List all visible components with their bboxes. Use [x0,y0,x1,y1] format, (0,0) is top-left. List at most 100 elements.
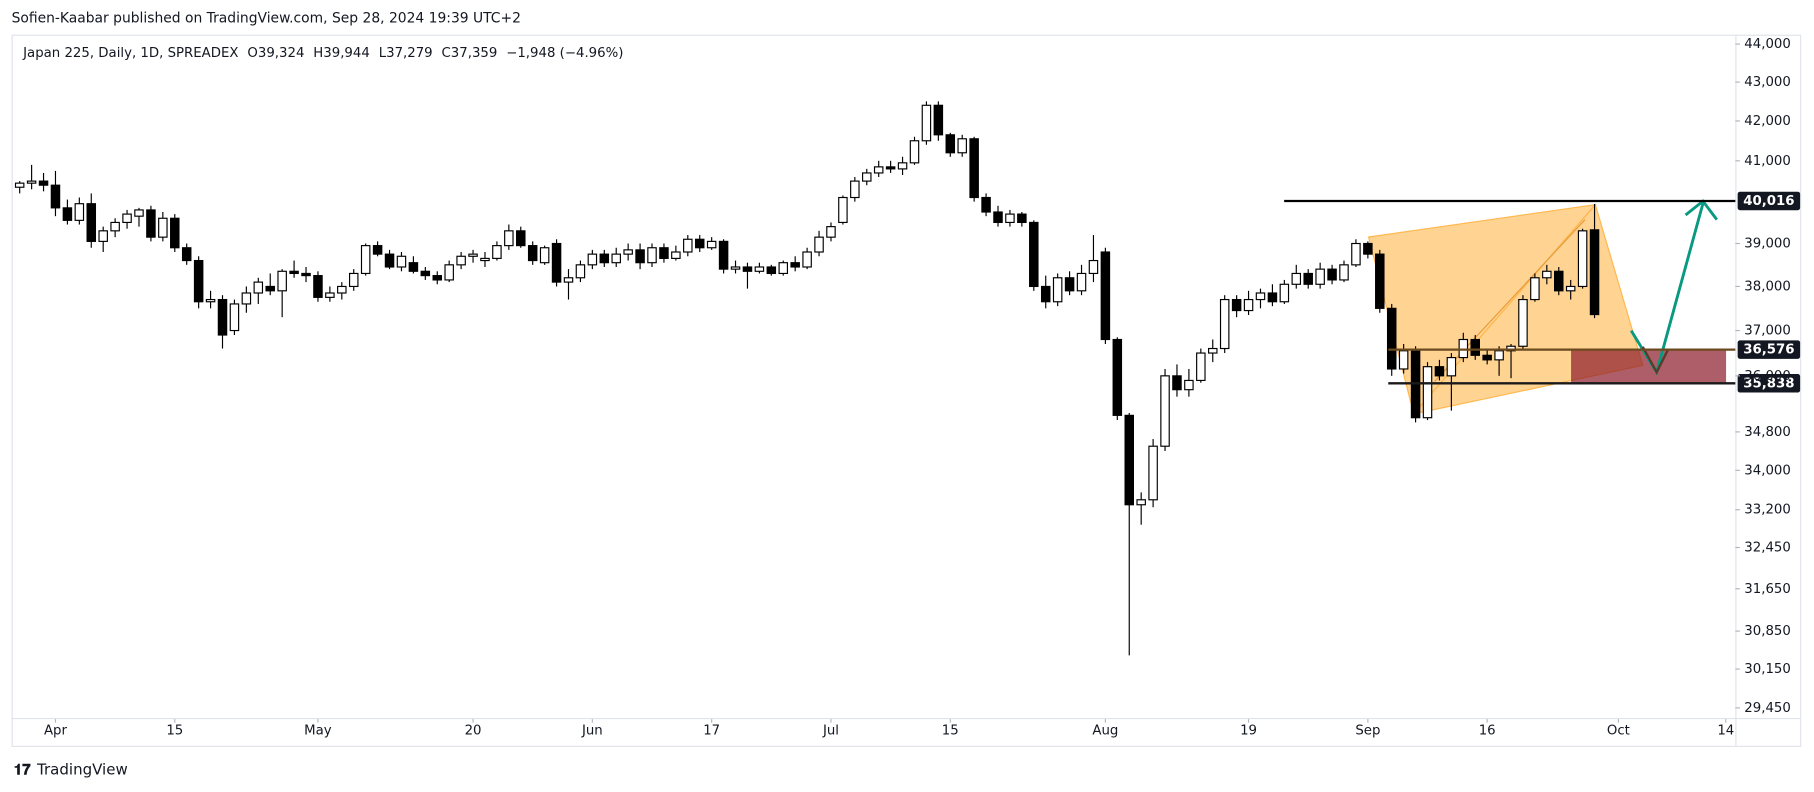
candle-body [1375,253,1385,309]
arrow-path [1629,203,1705,376]
candle-body [814,236,824,253]
candle-body [134,209,144,217]
candle-body [110,221,120,232]
x-tick-label: Jul [822,724,839,739]
candle-body [1482,354,1492,361]
y-tick-label: 33,200 [1744,503,1791,518]
target-zone [1571,349,1727,384]
candle-body [1291,272,1302,285]
level-tag [1737,374,1801,393]
candle-body [1530,277,1540,301]
y-tick-label: 32,450 [1744,541,1791,556]
candle-body [969,138,979,199]
candle-body [468,253,478,257]
reversal-mark [1641,346,1670,375]
y-tick-label: 41,000 [1744,154,1791,169]
candle-body [1565,285,1576,292]
projection-arrow [1629,199,1718,376]
y-tick-label: 34,000 [1744,463,1791,478]
candle-body [1327,268,1337,281]
candle-body [1339,264,1349,281]
candle-body [1422,366,1433,419]
candle-body [313,275,323,298]
candle-body [873,166,884,174]
candle-body [647,247,657,264]
candle-body [26,180,37,184]
candle-body [1208,347,1218,354]
candle-body [527,245,538,262]
candle-body [456,255,466,266]
candle-body [730,266,741,270]
candle-body [671,251,681,259]
candle-body [623,249,633,255]
candle-body [718,240,729,270]
candle-body [122,213,132,224]
candle-body [480,257,490,262]
candle-body [217,298,228,336]
chart-frame [11,34,1802,747]
candle-body [384,253,395,268]
candle-body [193,259,204,303]
candle-body [360,245,371,275]
candle-body [1136,499,1146,506]
candle-body [885,166,896,170]
candle-body [862,172,872,182]
candle-body [1470,338,1480,356]
level-label: 35,838 [1743,376,1794,391]
candle-body [1243,298,1254,312]
candle-body [1351,242,1361,266]
candle-body [170,217,180,249]
candle-body [289,270,299,275]
candle-body [838,196,848,224]
candle-body [587,253,598,266]
candle-body [1148,445,1158,501]
candle-body [1172,375,1182,391]
candle-body [802,251,812,268]
candles [14,101,1600,656]
candle-body [158,217,168,238]
x-tick-label: 15 [942,724,959,739]
candle-body [1112,338,1123,416]
candle-body [325,292,335,298]
candle-body [957,138,967,154]
y-tick-label: 44,000 [1744,37,1791,52]
overlay: 40,016 36,576 35,838 [1284,191,1801,393]
candle-body [1446,356,1457,377]
candle-body [337,285,347,294]
candle-body [74,203,85,221]
candle-body [611,253,621,264]
logo-mark: 𝟏𝟕 [14,761,31,779]
candle-body [909,140,920,164]
symbol-legend: Japan 225, Daily, 1D, SPREADEX O39,324 H… [22,46,623,61]
candle-body [253,281,264,294]
x-tick-label: Jun [581,724,603,739]
candle-body [1315,268,1325,285]
change-value: −1,948 (−4.96%) [506,46,623,61]
x-tick-label: 14 [1717,724,1734,739]
candle-body [86,203,97,242]
candle-body [1017,213,1027,224]
candle-body [1494,350,1504,361]
x-tick-label: 19 [1240,724,1257,739]
candle-body [396,255,407,268]
candle-body [1363,242,1373,255]
candle-body [444,264,454,281]
candle-body [1398,350,1409,370]
candle-body [599,253,610,264]
x-tick-label: 20 [465,724,482,739]
x-tick-label: 16 [1479,724,1496,739]
candle-body [38,180,49,186]
candle-body [1124,414,1135,506]
symbol: Japan 225, Daily, 1D, SPREADEX [22,46,238,61]
candle-body [14,182,25,188]
candle-body [1542,270,1552,279]
candle-body [754,266,765,272]
candle-body [277,270,287,292]
footer-logo: 𝟏𝟕 [14,761,31,779]
candle-body [1040,285,1051,303]
candle-body [921,104,932,142]
candle-body [1554,270,1564,292]
level-tag [1737,191,1801,211]
candle-body [1196,352,1206,382]
candle-body [1076,272,1087,292]
